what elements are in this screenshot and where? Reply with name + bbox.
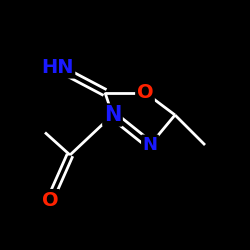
Text: O: O bbox=[137, 83, 153, 102]
Text: O: O bbox=[42, 190, 58, 210]
Text: N: N bbox=[104, 105, 121, 125]
Text: HN: HN bbox=[41, 58, 74, 77]
Text: N: N bbox=[142, 136, 158, 154]
